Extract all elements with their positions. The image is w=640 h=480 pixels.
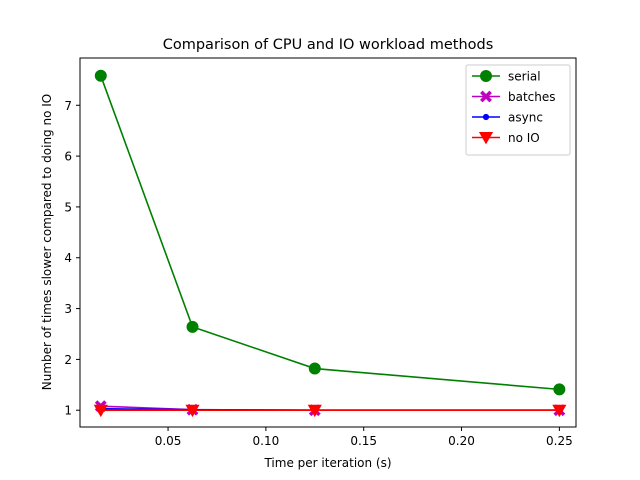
legend-label-batches: batches xyxy=(508,90,556,104)
y-axis-ticks: 1 2 3 4 5 6 7 xyxy=(64,99,80,418)
data-point-serial xyxy=(186,320,199,333)
x-tick-label: 0.25 xyxy=(546,434,573,448)
data-point-no-io xyxy=(93,404,108,418)
y-tick-label: 1 xyxy=(64,404,72,418)
legend-marker-serial xyxy=(480,70,492,82)
legend-label-async: async xyxy=(508,111,543,125)
legend: serial batches async no IO xyxy=(465,64,571,156)
y-tick-label: 3 xyxy=(64,302,72,316)
x-tick-label: 0.10 xyxy=(253,434,280,448)
y-tick-label: 6 xyxy=(64,150,72,164)
data-point-no-io xyxy=(307,404,322,418)
x-axis-label: Time per iteration (s) xyxy=(263,456,391,470)
legend-label-no-io: no IO xyxy=(508,131,540,145)
series-layer xyxy=(93,69,567,418)
y-tick-label: 2 xyxy=(64,353,72,367)
legend-marker-async xyxy=(482,113,490,121)
chart-title: Comparison of CPU and IO workload method… xyxy=(163,37,494,53)
y-axis-label: Number of times slower compared to doing… xyxy=(40,94,54,390)
series-line-serial xyxy=(100,75,560,391)
series-no-io xyxy=(93,404,567,418)
series-serial xyxy=(94,69,566,396)
x-tick-label: 0.15 xyxy=(350,434,377,448)
data-point-no-io xyxy=(552,404,567,418)
data-point-no-io xyxy=(185,404,200,418)
y-tick-label: 4 xyxy=(64,251,72,265)
y-tick-label: 7 xyxy=(64,99,72,113)
data-point-serial xyxy=(94,69,107,82)
data-point-serial xyxy=(553,383,566,396)
x-tick-label: 0.05 xyxy=(155,434,182,448)
legend-marker-batches xyxy=(480,90,492,103)
x-axis-ticks: 0.05 0.10 0.15 0.20 0.25 xyxy=(155,427,573,448)
legend-marker-no-io xyxy=(478,132,494,145)
x-tick-label: 0.20 xyxy=(448,434,475,448)
data-point-serial xyxy=(308,362,321,375)
legend-label-serial: serial xyxy=(508,70,541,84)
y-tick-label: 5 xyxy=(64,200,72,214)
